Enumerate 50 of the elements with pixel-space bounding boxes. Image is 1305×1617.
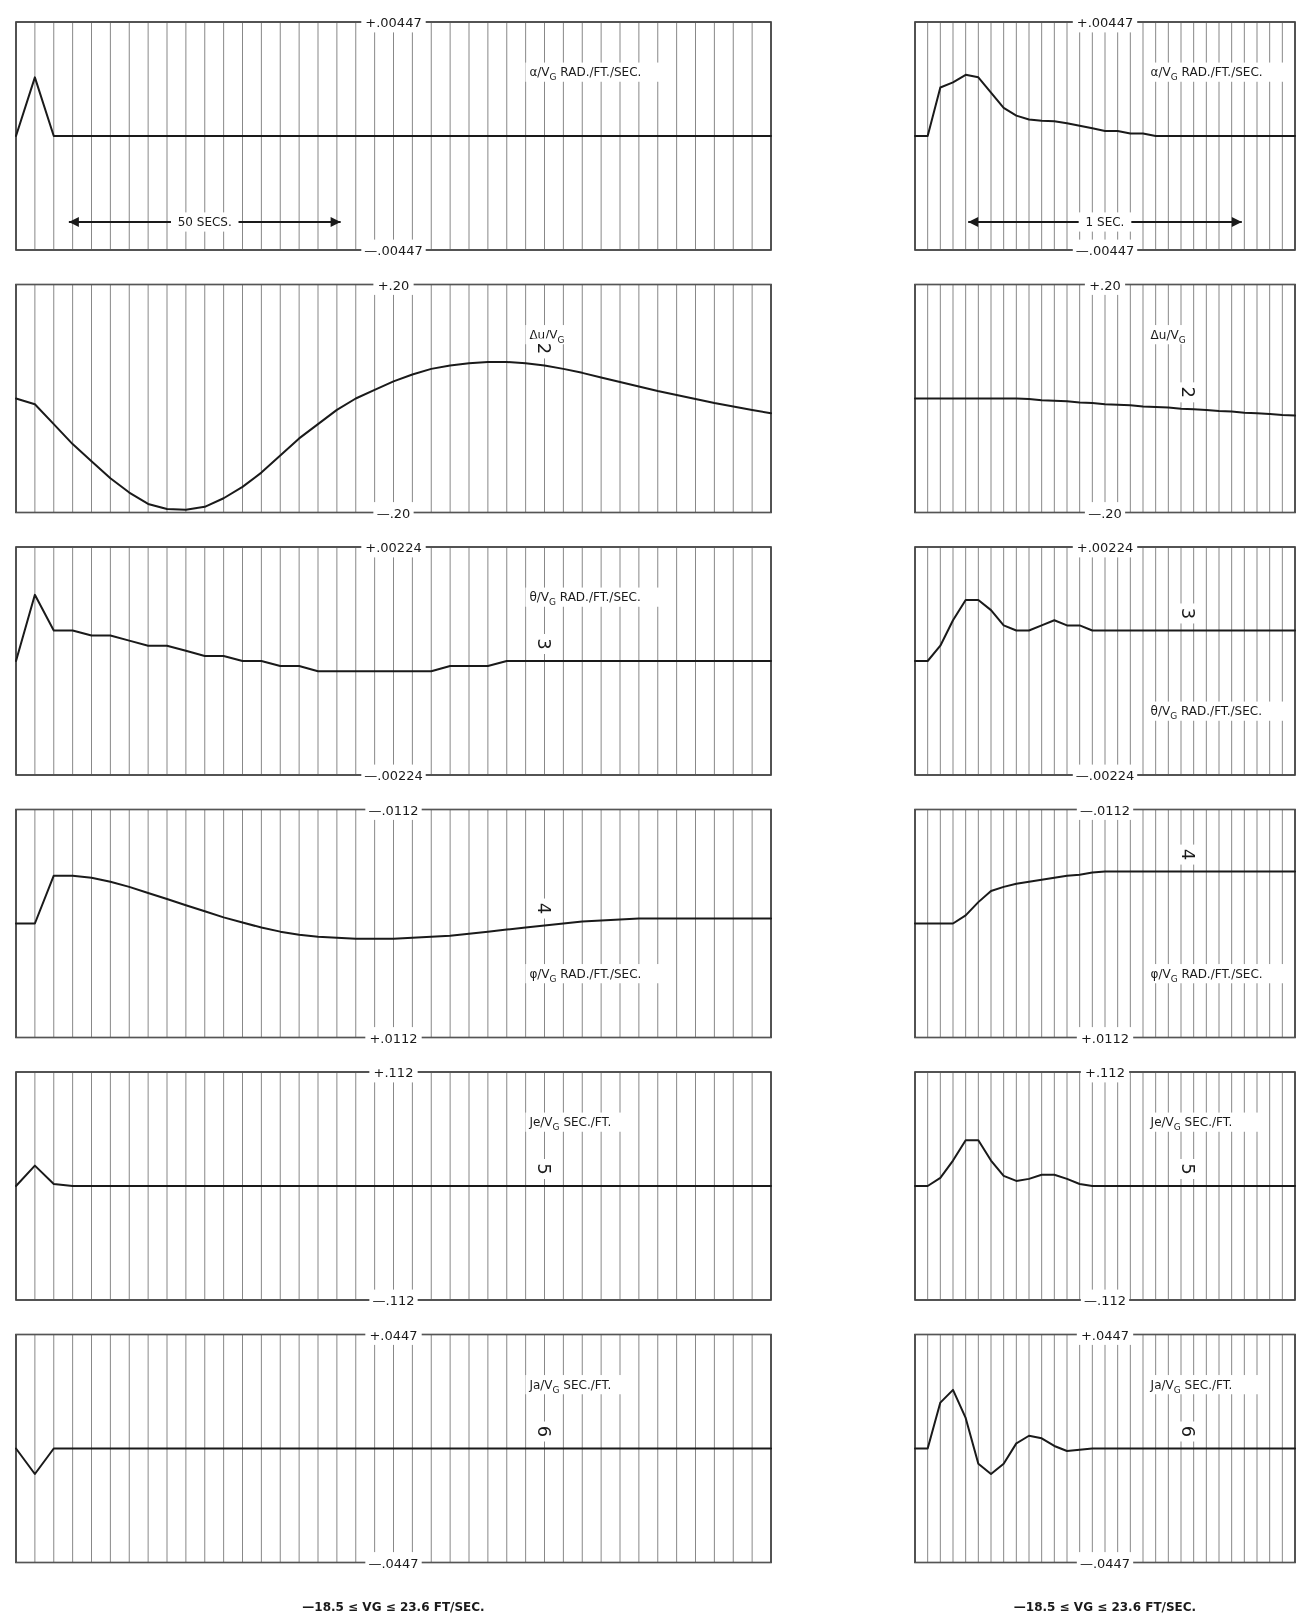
y-tick-label: +.0447: [1080, 1327, 1130, 1342]
y-axis-title: α/V$_{G}$ RAD./FT./SEC.: [1150, 65, 1263, 83]
y-axis-title: Ja/V$_{G}$ SEC./FT.: [1149, 1377, 1233, 1395]
y-tick-label: +.00447: [1076, 14, 1134, 30]
y-tick-label: —.20: [376, 505, 411, 520]
y-tick-label: +.00447: [365, 14, 422, 30]
y-tick-label: +.0112: [369, 1030, 418, 1045]
y-axis-title: α/V$_{G}$ RAD./FT./SEC.: [529, 65, 642, 83]
y-tick-label: —.0447: [368, 1555, 419, 1570]
annotation: 4: [534, 902, 555, 915]
text: —18.5 ≤ VG ≤ 23.6 FT/SEC.: [302, 1599, 485, 1614]
y-tick-label: +.112: [1085, 1064, 1125, 1080]
y-axis-title: θ/V$_{G}$ RAD./FT./SEC.: [529, 590, 641, 608]
y-tick-label: —.00447: [1075, 242, 1135, 258]
y-tick-label: —.00447: [364, 242, 423, 258]
y-tick-label: —.20: [1088, 505, 1122, 520]
annotation: 3: [1178, 607, 1200, 620]
y-tick-label: —.112: [1084, 1292, 1126, 1308]
y-tick-label: —.0112: [1079, 802, 1131, 817]
x-axis-title: 1 SEC.: [1085, 215, 1125, 229]
y-axis-title: φ/V$_{G}$ RAD./FT./SEC.: [1150, 966, 1263, 984]
y-axis-title: Δu/V$_{G}$: [1150, 327, 1186, 345]
text: —18.5 ≤ VG ≤ 23.6 FT/SEC.: [1013, 1599, 1197, 1614]
y-tick-label: +.00224: [1076, 539, 1134, 555]
annotation: 5: [534, 1163, 555, 1175]
y-tick-label: —.0112: [368, 802, 419, 817]
y-tick-label: +.0447: [369, 1327, 418, 1342]
y-axis-title: Je/V$_{G}$ SEC./FT.: [1149, 1115, 1233, 1133]
annotation: 4: [1178, 848, 1200, 861]
y-tick-label: —.0447: [1079, 1555, 1131, 1570]
y-tick-label: —.112: [372, 1292, 415, 1308]
y-axis-title: Je/V$_{G}$ SEC./FT.: [528, 1115, 612, 1133]
y-axis-title: Δu/V$_{G}$: [529, 327, 565, 345]
annotation: 2: [1178, 386, 1200, 399]
y-tick-label: —.00224: [364, 767, 423, 783]
y-tick-label: +.0112: [1080, 1030, 1130, 1045]
annotation: 6: [534, 1425, 555, 1438]
annotation: 6: [1178, 1425, 1200, 1438]
y-tick-label: +.20: [1089, 277, 1121, 292]
y-axis-title: θ/V$_{G}$ RAD./FT./SEC.: [1150, 704, 1263, 722]
y-axis-title: Ja/V$_{G}$ SEC./FT.: [528, 1377, 612, 1395]
y-tick-label: —.00224: [1075, 767, 1135, 783]
annotation: 2: [534, 342, 555, 355]
y-axis-title: φ/V$_{G}$ RAD./FT./SEC.: [529, 966, 642, 984]
x-axis-title: 50 SECS.: [177, 215, 232, 229]
y-tick-label: +.00224: [365, 539, 422, 555]
y-tick-label: +.112: [373, 1064, 414, 1080]
annotation: 5: [1178, 1163, 1200, 1175]
y-tick-label: +.20: [377, 277, 410, 292]
annotation: 3: [534, 638, 555, 650]
